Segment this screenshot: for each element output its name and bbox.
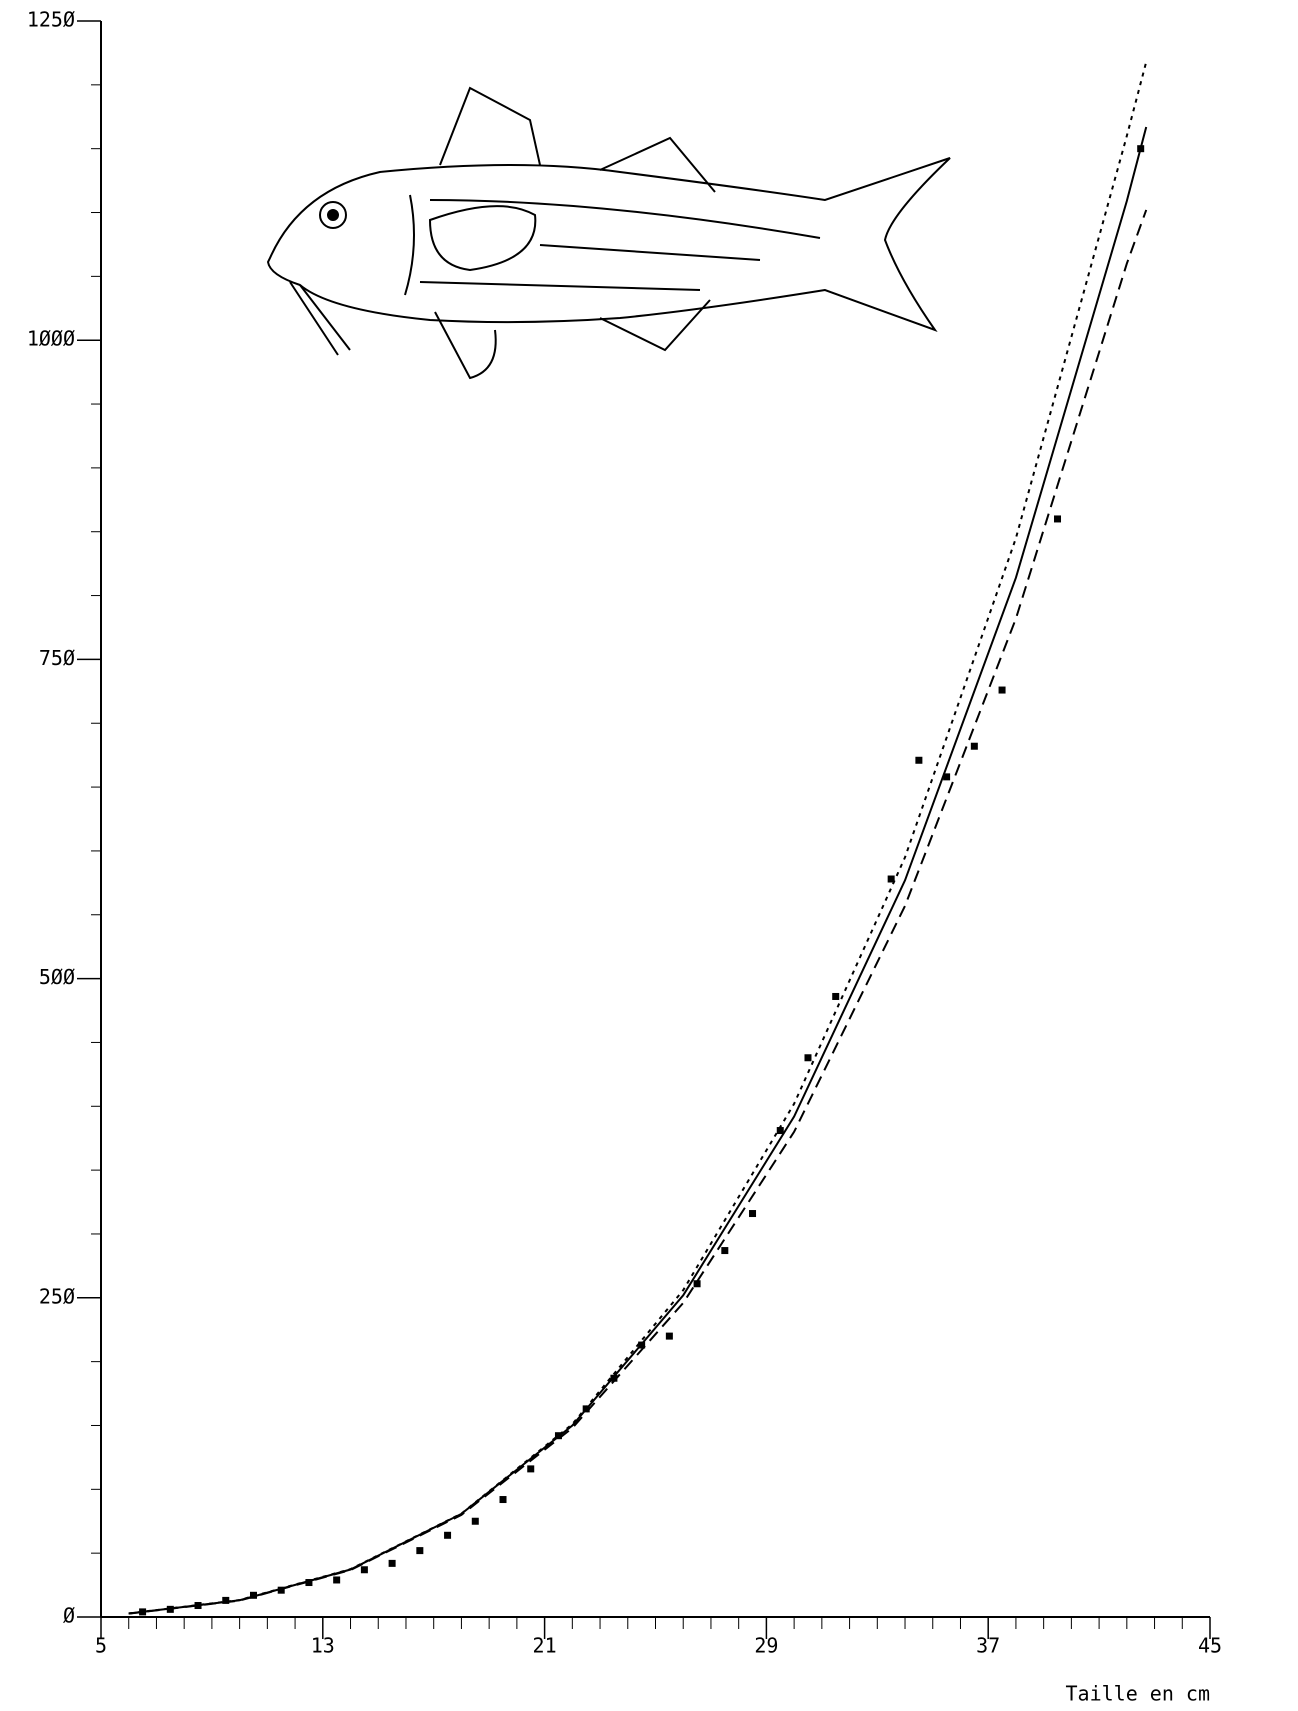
x-tick-label: 45 (1198, 1634, 1222, 1658)
data-point (638, 1341, 646, 1349)
data-point (166, 1605, 174, 1613)
data-point (749, 1210, 757, 1218)
data-point (887, 875, 895, 883)
x-tick-label: 21 (533, 1634, 557, 1658)
data-point (416, 1547, 424, 1555)
data-point (139, 1608, 147, 1616)
fit-curve (128, 61, 1148, 1615)
data-point (665, 1332, 673, 1340)
fit-curve (128, 126, 1148, 1615)
fit-curve (128, 209, 1148, 1615)
y-tick-label: 5ØØ (39, 965, 75, 989)
data-point (610, 1374, 618, 1382)
data-point (194, 1602, 202, 1610)
data-point (721, 1247, 729, 1255)
y-tick-label: 125Ø (27, 8, 75, 32)
x-tick-label: 29 (754, 1634, 778, 1658)
data-point (499, 1496, 507, 1504)
data-point (915, 756, 923, 764)
y-tick-label: 25Ø (39, 1284, 75, 1308)
data-point (804, 1054, 812, 1062)
fish-illustration (266, 86, 951, 380)
data-point (776, 1127, 784, 1135)
data-point (222, 1596, 230, 1604)
data-point (943, 773, 951, 781)
y-tick-label: 1ØØØ (27, 327, 75, 351)
data-point (249, 1591, 257, 1599)
y-tick-label: Ø (63, 1604, 75, 1628)
data-point (693, 1280, 701, 1288)
data-point (333, 1576, 341, 1584)
data-point (582, 1405, 590, 1413)
data-point (554, 1432, 562, 1440)
x-tick-label: 13 (311, 1634, 335, 1658)
data-point (527, 1465, 535, 1473)
data-point (444, 1531, 452, 1539)
data-point (998, 686, 1006, 694)
data-point (1054, 515, 1062, 523)
data-point (305, 1579, 313, 1587)
data-point (471, 1517, 479, 1525)
data-point (277, 1586, 285, 1594)
y-tick-label: 75Ø (39, 646, 75, 670)
x-tick-label: 5 (95, 1634, 107, 1658)
data-point (1137, 145, 1145, 153)
data-point (832, 992, 840, 1000)
x-tick-label: 37 (976, 1634, 1000, 1658)
data-point (388, 1559, 396, 1567)
data-point (360, 1566, 368, 1574)
x-axis-label: Taille en cm (1066, 1682, 1211, 1706)
data-point (970, 742, 978, 750)
